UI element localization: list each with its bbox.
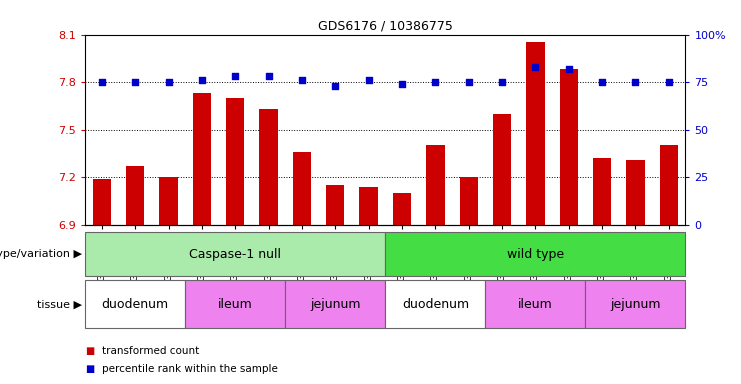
Bar bbox=[226, 98, 245, 225]
Text: ■: ■ bbox=[85, 364, 94, 374]
Text: duodenum: duodenum bbox=[402, 298, 469, 311]
Point bbox=[596, 79, 608, 85]
Text: Caspase-1 null: Caspase-1 null bbox=[189, 248, 282, 261]
Point bbox=[529, 64, 541, 70]
Point bbox=[96, 79, 108, 85]
Text: genotype/variation ▶: genotype/variation ▶ bbox=[0, 249, 82, 260]
Text: duodenum: duodenum bbox=[102, 298, 169, 311]
Text: ileum: ileum bbox=[518, 298, 553, 311]
Bar bbox=[193, 93, 211, 225]
Bar bbox=[585, 280, 685, 328]
Bar bbox=[426, 146, 445, 225]
Text: ileum: ileum bbox=[218, 298, 253, 311]
Point bbox=[196, 77, 207, 83]
Bar bbox=[185, 280, 285, 328]
Text: jejunum: jejunum bbox=[310, 298, 361, 311]
Point bbox=[496, 79, 508, 85]
Point bbox=[462, 79, 474, 85]
Bar bbox=[159, 177, 178, 225]
Bar bbox=[459, 177, 478, 225]
Point bbox=[262, 73, 274, 79]
Bar bbox=[385, 280, 485, 328]
Text: jejunum: jejunum bbox=[610, 298, 661, 311]
Point bbox=[162, 79, 175, 85]
Point bbox=[362, 77, 374, 83]
Bar bbox=[285, 280, 385, 328]
Title: GDS6176 / 10386775: GDS6176 / 10386775 bbox=[318, 19, 453, 32]
Point bbox=[396, 81, 408, 87]
Point bbox=[296, 77, 308, 83]
Text: percentile rank within the sample: percentile rank within the sample bbox=[102, 364, 277, 374]
Text: wild type: wild type bbox=[507, 248, 564, 261]
Point bbox=[329, 83, 341, 89]
Bar bbox=[626, 160, 645, 225]
Bar bbox=[93, 179, 111, 225]
Text: tissue ▶: tissue ▶ bbox=[36, 299, 82, 310]
Bar bbox=[485, 280, 585, 328]
Point bbox=[630, 79, 642, 85]
Point bbox=[130, 79, 142, 85]
Bar bbox=[293, 152, 311, 225]
Bar bbox=[85, 280, 185, 328]
Bar bbox=[385, 232, 685, 276]
Bar bbox=[526, 43, 545, 225]
Point bbox=[563, 66, 575, 72]
Bar bbox=[326, 185, 345, 225]
Bar bbox=[493, 114, 511, 225]
Bar bbox=[359, 187, 378, 225]
Bar bbox=[559, 70, 578, 225]
Text: transformed count: transformed count bbox=[102, 346, 199, 356]
Bar bbox=[593, 158, 611, 225]
Bar bbox=[393, 193, 411, 225]
Point bbox=[429, 79, 441, 85]
Bar bbox=[659, 146, 678, 225]
Point bbox=[663, 79, 675, 85]
Text: ■: ■ bbox=[85, 346, 94, 356]
Bar bbox=[126, 166, 144, 225]
Bar bbox=[259, 109, 278, 225]
Point bbox=[229, 73, 241, 79]
Bar bbox=[85, 232, 385, 276]
